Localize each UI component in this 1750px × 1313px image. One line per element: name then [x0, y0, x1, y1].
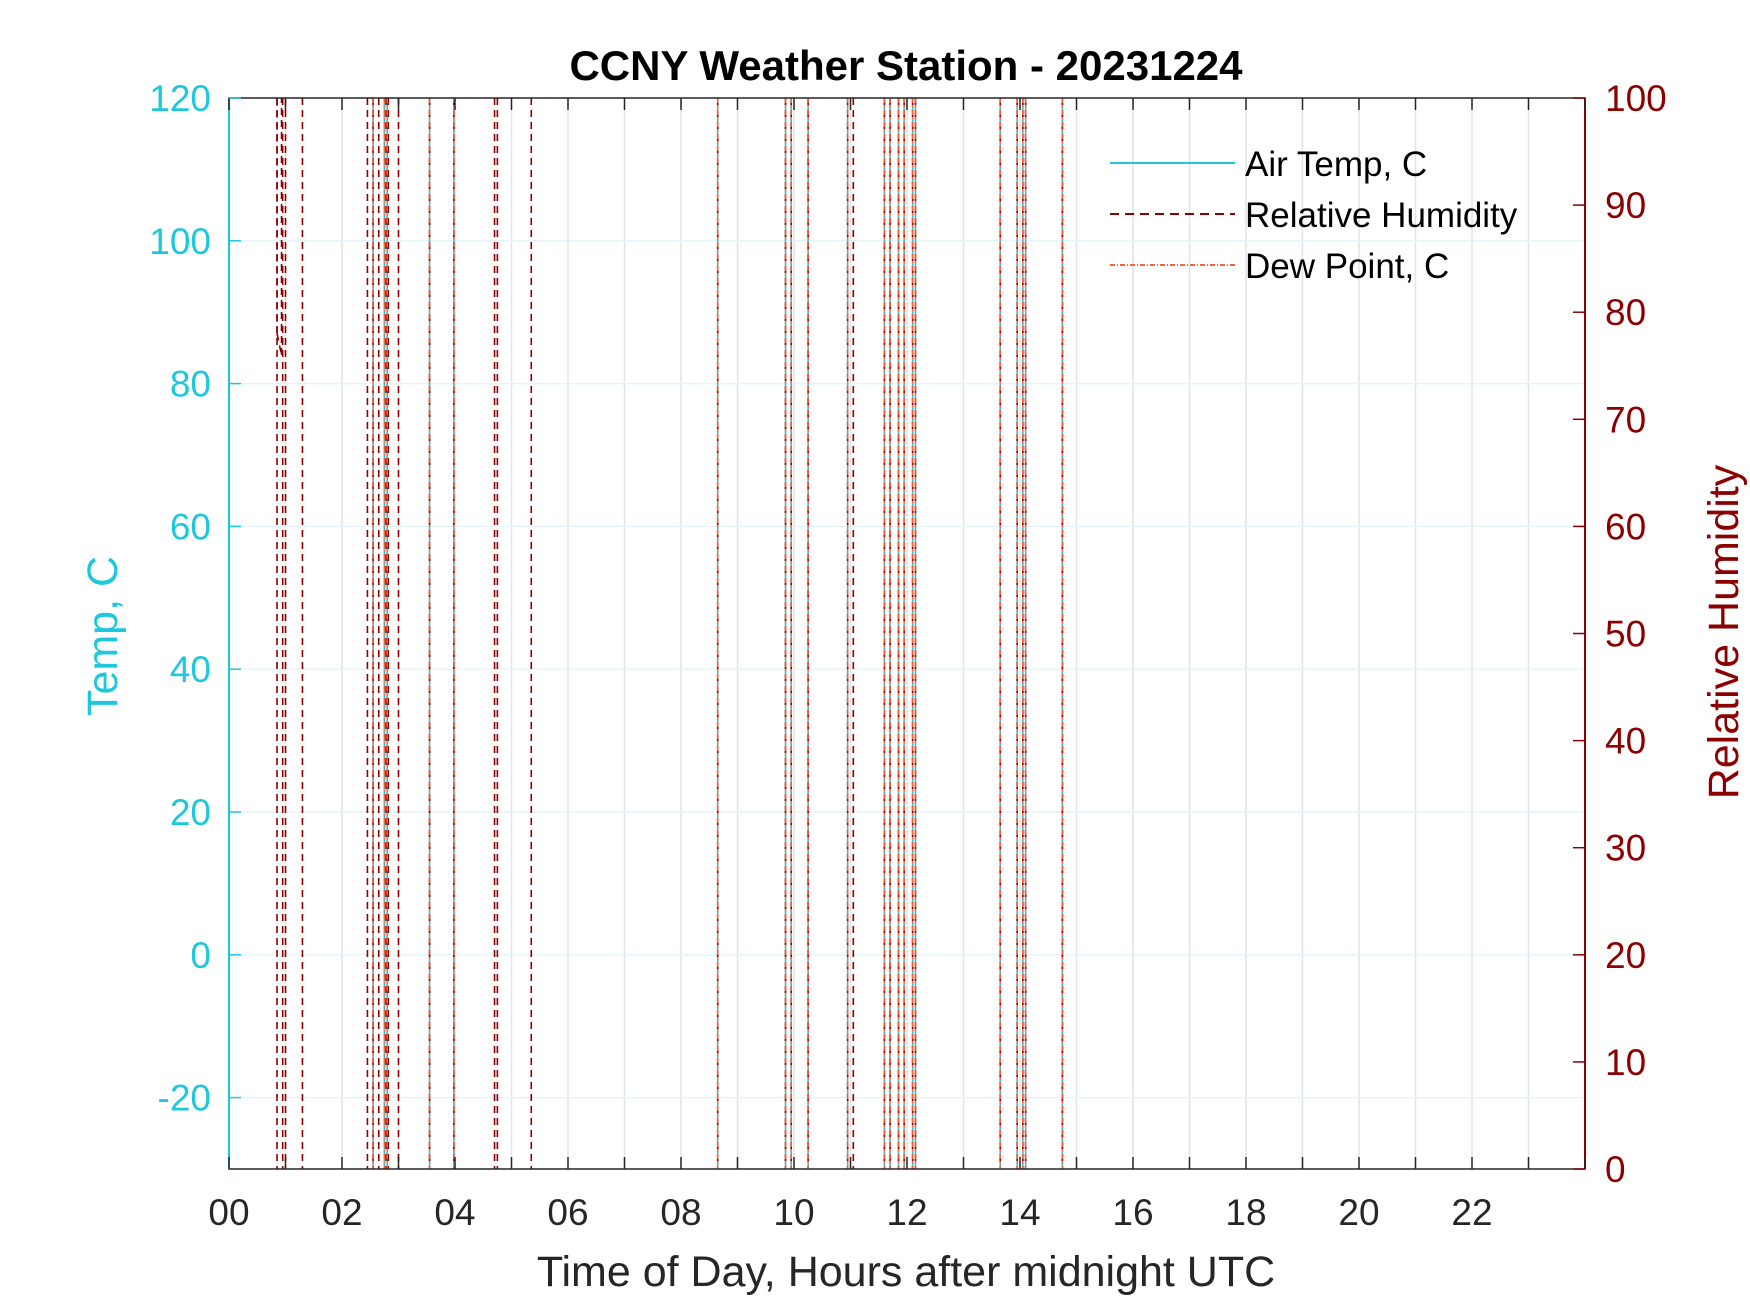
plot-series: [276, 98, 1064, 1169]
chart-title: CCNY Weather Station - 20231224: [569, 42, 1243, 89]
legend-label-air-temp: Air Temp, C: [1245, 145, 1427, 184]
series-2: [372, 98, 1064, 1169]
y-left-tick-label: 0: [190, 935, 211, 976]
y-right-tick-label: 80: [1605, 292, 1646, 333]
y-axis-left-label: Temp, C: [79, 556, 127, 716]
y-left-tick-label: 40: [170, 649, 211, 690]
y-right-tick-label: 40: [1605, 721, 1646, 762]
y-left-tick-label: -20: [158, 1078, 211, 1119]
y-right-tick-label: 10: [1605, 1042, 1646, 1083]
y-left-tick-label: 20: [170, 792, 211, 833]
legend: Air Temp, C Relative Humidity Dew Point,…: [1110, 145, 1518, 286]
y-right-tick-label: 20: [1605, 935, 1646, 976]
x-tick-label: 18: [1225, 1192, 1266, 1233]
y-left-tick-label: 120: [149, 78, 211, 119]
y-right-tick-label: 100: [1605, 78, 1667, 119]
y-right-tick-label: 60: [1605, 506, 1646, 547]
x-tick-label: 16: [1112, 1192, 1153, 1233]
x-tick-label: 22: [1451, 1192, 1492, 1233]
y-axis-right-label: Relative Humidity: [1700, 464, 1748, 799]
y-right-tick-label: 0: [1605, 1149, 1626, 1190]
x-tick-label: 04: [434, 1192, 475, 1233]
y-left-tick-label: 100: [149, 221, 211, 262]
legend-label-relative-humidity: Relative Humidity: [1245, 196, 1518, 235]
x-tick-label: 12: [886, 1192, 927, 1233]
grid-lines: [229, 98, 1585, 1169]
axes: 00 02 04 06 08 10 12 14 16 18 20 22-200204060801001…: [149, 78, 1666, 1233]
y-left-tick-label: 60: [170, 506, 211, 547]
x-tick-label: 14: [999, 1192, 1040, 1233]
x-tick-label: 10: [773, 1192, 814, 1233]
x-tick-label: 02: [321, 1192, 362, 1233]
legend-label-dew-point: Dew Point, C: [1245, 247, 1449, 286]
y-right-tick-label: 90: [1605, 185, 1646, 226]
x-tick-label: 20: [1338, 1192, 1379, 1233]
x-tick-label: 08: [660, 1192, 701, 1233]
x-tick-label: 00: [208, 1192, 249, 1233]
y-right-tick-label: 30: [1605, 828, 1646, 869]
y-right-tick-label: 70: [1605, 399, 1646, 440]
y-right-tick-label: 50: [1605, 614, 1646, 655]
x-axis-label: Time of Day, Hours after midnight UTC: [537, 1248, 1275, 1296]
y-left-tick-label: 80: [170, 364, 211, 405]
x-tick-label: 06: [547, 1192, 588, 1233]
